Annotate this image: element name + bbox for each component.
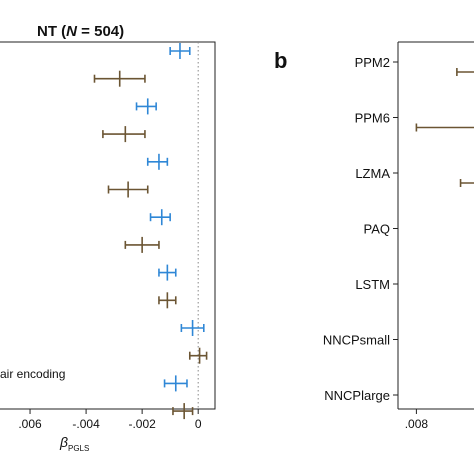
category-label: LSTM	[355, 277, 390, 292]
category-label: PPM2	[355, 55, 390, 70]
panel-a-title: NT (N = 504)	[37, 23, 124, 40]
errorbar-brown	[172, 403, 194, 420]
category-label: PAQ	[364, 222, 391, 237]
x-axis-label-sub: PGLS	[68, 444, 89, 453]
category-label: NNCPlarge	[324, 388, 390, 403]
errorbar-blue	[169, 43, 191, 59]
x-tick-label: -.004	[72, 417, 100, 431]
errorbar-blue	[149, 209, 171, 226]
errorbar-brown	[158, 292, 177, 309]
errorbar-brown	[93, 70, 146, 87]
title-prefix: NT (	[37, 23, 66, 40]
title-suffix: = 504)	[77, 23, 124, 40]
category-label: LZMA	[355, 166, 390, 181]
x-axis-label-main: β	[59, 434, 68, 450]
title-italic: N	[66, 23, 78, 40]
errorbar-blue	[163, 375, 188, 392]
category-label: NNCPsmall	[323, 333, 390, 348]
errorbar-PPM6	[415, 123, 474, 132]
category-label: PPM6	[355, 111, 390, 126]
x-tick-label: .008	[405, 417, 429, 431]
x-tick-label: .006	[18, 417, 42, 431]
x-axis-label: βPGLS	[59, 434, 89, 453]
errorbar-brown	[107, 181, 149, 198]
panel-b-letter: b	[274, 48, 287, 73]
errorbar-PPM2	[456, 68, 474, 76]
errorbar-blue	[158, 264, 177, 281]
errorbar-brown	[102, 126, 146, 143]
x-tick-label: 0	[195, 417, 202, 431]
errorbar-brown	[188, 347, 208, 364]
errorbar-blue	[146, 153, 169, 170]
errorbar-blue	[135, 98, 157, 115]
errorbar-LZMA	[459, 179, 474, 187]
legend-text: air encoding	[0, 367, 65, 381]
errorbar-blue	[180, 320, 205, 336]
errorbar-brown	[124, 236, 160, 253]
panel-a-frame	[0, 41, 216, 410]
x-tick-label: -.002	[128, 417, 156, 431]
